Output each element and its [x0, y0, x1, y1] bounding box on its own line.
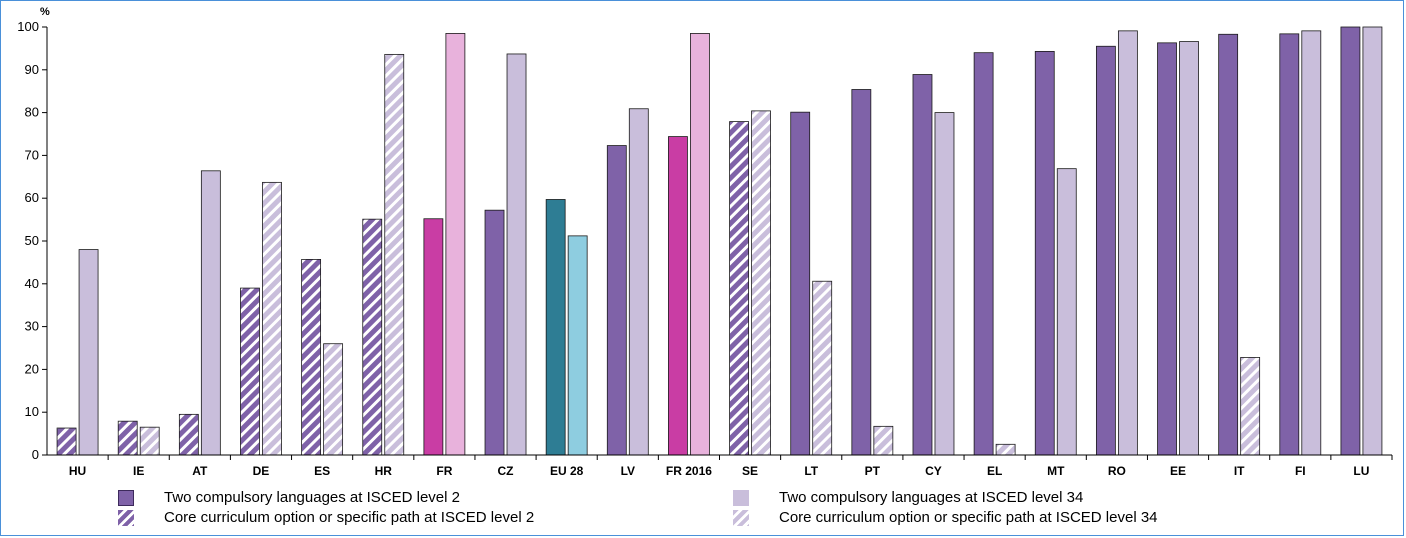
bar-ro-isced2 — [1095, 45, 1116, 456]
legend-swatch — [733, 489, 749, 506]
bar-ie-isced34 — [139, 426, 160, 456]
bar-el-isced2 — [973, 52, 994, 456]
x-tick-label: CZ — [498, 464, 514, 478]
bar-ie-isced2 — [117, 420, 138, 456]
bar-hr-isced34 — [384, 53, 405, 456]
bar-eu-28-isced34 — [567, 235, 588, 456]
y-tick-label: 70 — [25, 147, 39, 162]
legend-label: Two compulsory languages at ISCED level … — [779, 489, 1084, 506]
bar-es-isced2 — [301, 259, 322, 456]
y-tick-label: 40 — [25, 276, 39, 291]
bar-ro-isced34 — [1117, 30, 1138, 456]
bar-fr-isced2 — [423, 218, 444, 456]
x-tick-label: FI — [1295, 464, 1306, 478]
x-tick-label: DE — [253, 464, 270, 478]
bar-ee-isced34 — [1179, 41, 1199, 456]
bar-el-isced34 — [995, 443, 1016, 456]
x-tick-label: HR — [375, 464, 393, 478]
bar-at-isced2 — [178, 413, 199, 456]
bar-eu-28-isced2 — [545, 199, 566, 456]
legend-swatch — [733, 509, 749, 526]
x-tick-label: EU 28 — [550, 464, 584, 478]
x-tick-label: LT — [804, 464, 818, 478]
y-unit-label: % — [40, 6, 50, 18]
bar-lv-isced34 — [628, 108, 649, 456]
legend-swatch — [118, 489, 134, 506]
bar-lv-isced2 — [606, 145, 627, 456]
bar-fr-2016-isced34 — [690, 33, 710, 456]
legend-item-hatch-light: Core curriculum option or specific path … — [733, 509, 1158, 526]
bar-mt-isced2 — [1034, 50, 1055, 456]
bar-lu-isced2 — [1340, 26, 1361, 456]
x-tick-label: RO — [1108, 464, 1126, 478]
y-tick-label: 60 — [25, 190, 39, 205]
x-tick-label: LU — [1353, 464, 1369, 478]
y-tick-label: 90 — [25, 62, 39, 77]
x-tick-label: MT — [1047, 464, 1065, 478]
bar-lt-isced34 — [812, 280, 833, 456]
bar-fi-isced2 — [1279, 33, 1300, 456]
bar-cz-isced34 — [506, 53, 527, 456]
y-tick-label: 10 — [25, 404, 39, 419]
legend-label: Core curriculum option or specific path … — [779, 509, 1158, 526]
x-tick-label: FR 2016 — [666, 464, 712, 478]
x-tick-label: CY — [925, 464, 942, 478]
x-tick-label: EE — [1170, 464, 1186, 478]
bar-fr-isced34 — [445, 33, 466, 456]
bars — [56, 26, 1383, 456]
legend-item-solid-dark: Two compulsory languages at ISCED level … — [118, 489, 460, 506]
x-tick-label: IT — [1234, 464, 1245, 478]
bar-lt-isced2 — [790, 111, 811, 456]
y-axis: 0 10 20 30 40 50 60 70 80 90 100 — [17, 19, 48, 462]
bar-pt-isced2 — [851, 89, 872, 456]
legend-item-solid-light: Two compulsory languages at ISCED level … — [733, 489, 1083, 506]
bar-se-isced2 — [729, 121, 749, 456]
bar-cz-isced2 — [484, 209, 505, 456]
bar-ee-isced2 — [1157, 42, 1177, 456]
bar-at-isced34 — [200, 170, 221, 456]
bar-cy-isced2 — [912, 74, 933, 456]
bar-pt-isced34 — [873, 425, 894, 456]
legend-label: Core curriculum option or specific path … — [164, 509, 535, 526]
bar-lu-isced34 — [1362, 26, 1383, 456]
bar-cy-isced34 — [934, 112, 955, 456]
y-tick-label: 80 — [25, 105, 39, 120]
x-tick-label: IE — [133, 464, 144, 478]
x-tick-label: FR — [436, 464, 452, 478]
x-tick-label: LV — [621, 464, 635, 478]
bar-hu-isced2 — [56, 427, 77, 456]
x-tick-label: PT — [865, 464, 881, 478]
legend-item-hatch-dark: Core curriculum option or specific path … — [118, 509, 534, 526]
bar-it-isced2 — [1218, 33, 1239, 456]
x-axis: HU IE AT DE ES HR FR CZ EU 28 LV FR 2016 SE LT PT CY EL… — [47, 454, 1393, 478]
bar-fr-2016-isced2 — [668, 136, 688, 456]
y-tick-label: 100 — [17, 19, 39, 34]
x-tick-label: SE — [742, 464, 758, 478]
x-tick-label: AT — [192, 464, 208, 478]
bar-de-isced34 — [262, 181, 282, 456]
legend-label: Two compulsory languages at ISCED level … — [164, 489, 460, 506]
bar-it-isced34 — [1240, 357, 1261, 456]
x-tick-label: EL — [987, 464, 1002, 478]
bar-de-isced2 — [240, 287, 260, 456]
bar-mt-isced34 — [1056, 168, 1077, 456]
y-tick-label: 0 — [32, 447, 39, 462]
bar-es-isced34 — [323, 343, 344, 456]
x-tick-label: HU — [69, 464, 86, 478]
bar-fi-isced34 — [1301, 30, 1322, 456]
y-tick-label: 30 — [25, 319, 39, 334]
x-tick-label: ES — [314, 464, 330, 478]
bar-se-isced34 — [751, 110, 771, 456]
y-tick-label: 50 — [25, 233, 39, 248]
bar-hr-isced2 — [362, 218, 383, 456]
legend-swatch — [118, 509, 134, 526]
bar-hu-isced34 — [78, 249, 99, 456]
y-tick-label: 20 — [25, 361, 39, 376]
